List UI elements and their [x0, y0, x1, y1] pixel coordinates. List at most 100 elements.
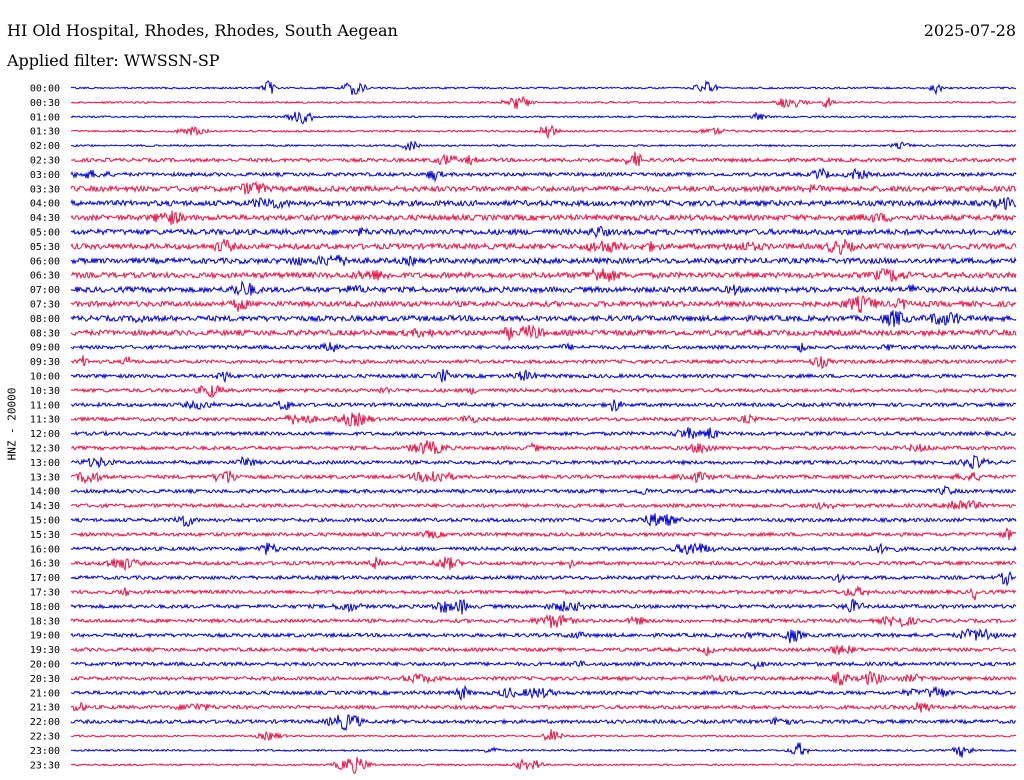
time-tick-label: 20:30 [30, 674, 60, 685]
trace-row [70, 180, 1017, 195]
time-tick-label: 07:30 [30, 300, 60, 311]
time-tick-label: 13:30 [30, 472, 60, 483]
trace-row [70, 355, 1017, 370]
trace-row [70, 95, 1017, 110]
time-tick-label: 13:00 [30, 458, 60, 469]
time-tick-label: 04:30 [30, 213, 60, 224]
time-tick-label: 20:00 [30, 660, 60, 671]
trace-row [70, 542, 1017, 556]
time-tick-label: 07:00 [30, 285, 60, 296]
time-tick-label: 03:30 [30, 184, 60, 195]
time-tick-label: 06:00 [30, 256, 60, 267]
trace-row [70, 427, 1017, 440]
time-tick-label: 18:30 [30, 616, 60, 627]
trace-row [70, 526, 1017, 541]
trace-row [70, 513, 1017, 528]
trace-row [70, 714, 1017, 732]
record-date: 2025-07-28 [923, 21, 1016, 40]
trace-row [70, 627, 1017, 644]
trace-row [70, 254, 1017, 268]
trace-row [70, 729, 1017, 742]
trace-row [70, 742, 1017, 758]
trace-row [70, 225, 1017, 239]
trace-row [70, 341, 1017, 353]
time-tick-label: 14:00 [30, 487, 60, 498]
time-tick-label: 17:00 [30, 573, 60, 584]
time-tick-label: 09:30 [30, 357, 60, 368]
trace-row [70, 500, 1017, 511]
time-tick-label: 11:00 [30, 400, 60, 411]
trace-row [70, 384, 1017, 399]
time-tick-label: 23:30 [30, 760, 60, 771]
time-tick-label: 12:00 [30, 429, 60, 440]
trace-row [70, 167, 1017, 183]
time-tick-label: 15:00 [30, 516, 60, 527]
station-title: HI Old Hospital, Rhodes, Rhodes, South A… [7, 21, 398, 40]
time-tick-label: 09:00 [30, 343, 60, 354]
time-tick-label: 22:30 [30, 732, 60, 743]
trace-row [70, 324, 1017, 342]
filter-label: Applied filter: WWSSN-SP [7, 51, 220, 70]
trace-row [70, 412, 1017, 428]
time-tick-label: 05:00 [30, 228, 60, 239]
trace-row [70, 485, 1017, 496]
trace-row [70, 454, 1017, 469]
trace-row [70, 369, 1017, 384]
trace-row [70, 570, 1017, 587]
time-tick-label: 19:00 [30, 631, 60, 642]
trace-row [70, 310, 1017, 328]
time-tick-label: 02:30 [30, 156, 60, 167]
time-tick-label: 12:30 [30, 444, 60, 455]
time-tick-label: 21:30 [30, 703, 60, 714]
trace-row [70, 267, 1017, 283]
time-tick-label: 08:00 [30, 314, 60, 325]
time-tick-label: 16:00 [30, 544, 60, 555]
time-tick-label: 11:30 [30, 415, 60, 426]
trace-row [70, 399, 1017, 412]
time-tick-label: 05:30 [30, 242, 60, 253]
time-tick-label: 17:30 [30, 588, 60, 599]
time-tick-label: 01:30 [30, 127, 60, 138]
trace-row [70, 756, 1016, 774]
trace-row [70, 556, 1017, 572]
trace-row [71, 140, 1017, 152]
time-tick-label: 23:00 [30, 746, 60, 757]
time-tick-label: 01:00 [30, 112, 60, 123]
trace-row [71, 440, 1017, 456]
time-tick-label: 02:00 [30, 141, 60, 152]
time-tick-label: 08:30 [30, 328, 60, 339]
time-tick-label: 06:30 [30, 271, 60, 282]
trace-row [70, 124, 1017, 140]
time-tick-label: 16:30 [30, 559, 60, 570]
trace-row [70, 644, 1016, 657]
trace-row [70, 294, 1017, 314]
trace-row [70, 79, 1017, 96]
time-tick-label: 14:30 [30, 501, 60, 512]
trace-row [70, 598, 1017, 615]
trace-row [71, 151, 1017, 167]
time-tick-label: 18:00 [30, 602, 60, 613]
time-tick-label: 22:00 [30, 717, 60, 728]
time-tick-label: 04:00 [30, 199, 60, 210]
trace-row [70, 701, 1017, 713]
time-tick-label: 19:30 [30, 645, 60, 656]
trace-row [70, 111, 1017, 125]
time-tick-label: 10:30 [30, 386, 60, 397]
trace-row [70, 470, 1017, 485]
trace-row [70, 238, 1017, 256]
trace-row [70, 196, 1017, 211]
trace-row [70, 210, 1017, 226]
trace-row [70, 670, 1017, 686]
time-tick-label: 10:00 [30, 372, 60, 383]
trace-row [70, 585, 1017, 601]
time-tick-label: 00:30 [30, 98, 60, 109]
trace-row [70, 659, 1017, 671]
trace-row [70, 684, 1017, 701]
trace-row [70, 280, 1017, 297]
trace-row [70, 613, 1017, 629]
time-tick-label: 00:00 [30, 84, 60, 95]
time-tick-label: 03:00 [30, 170, 60, 181]
time-tick-label: 15:30 [30, 530, 60, 541]
time-tick-label: 21:00 [30, 688, 60, 699]
